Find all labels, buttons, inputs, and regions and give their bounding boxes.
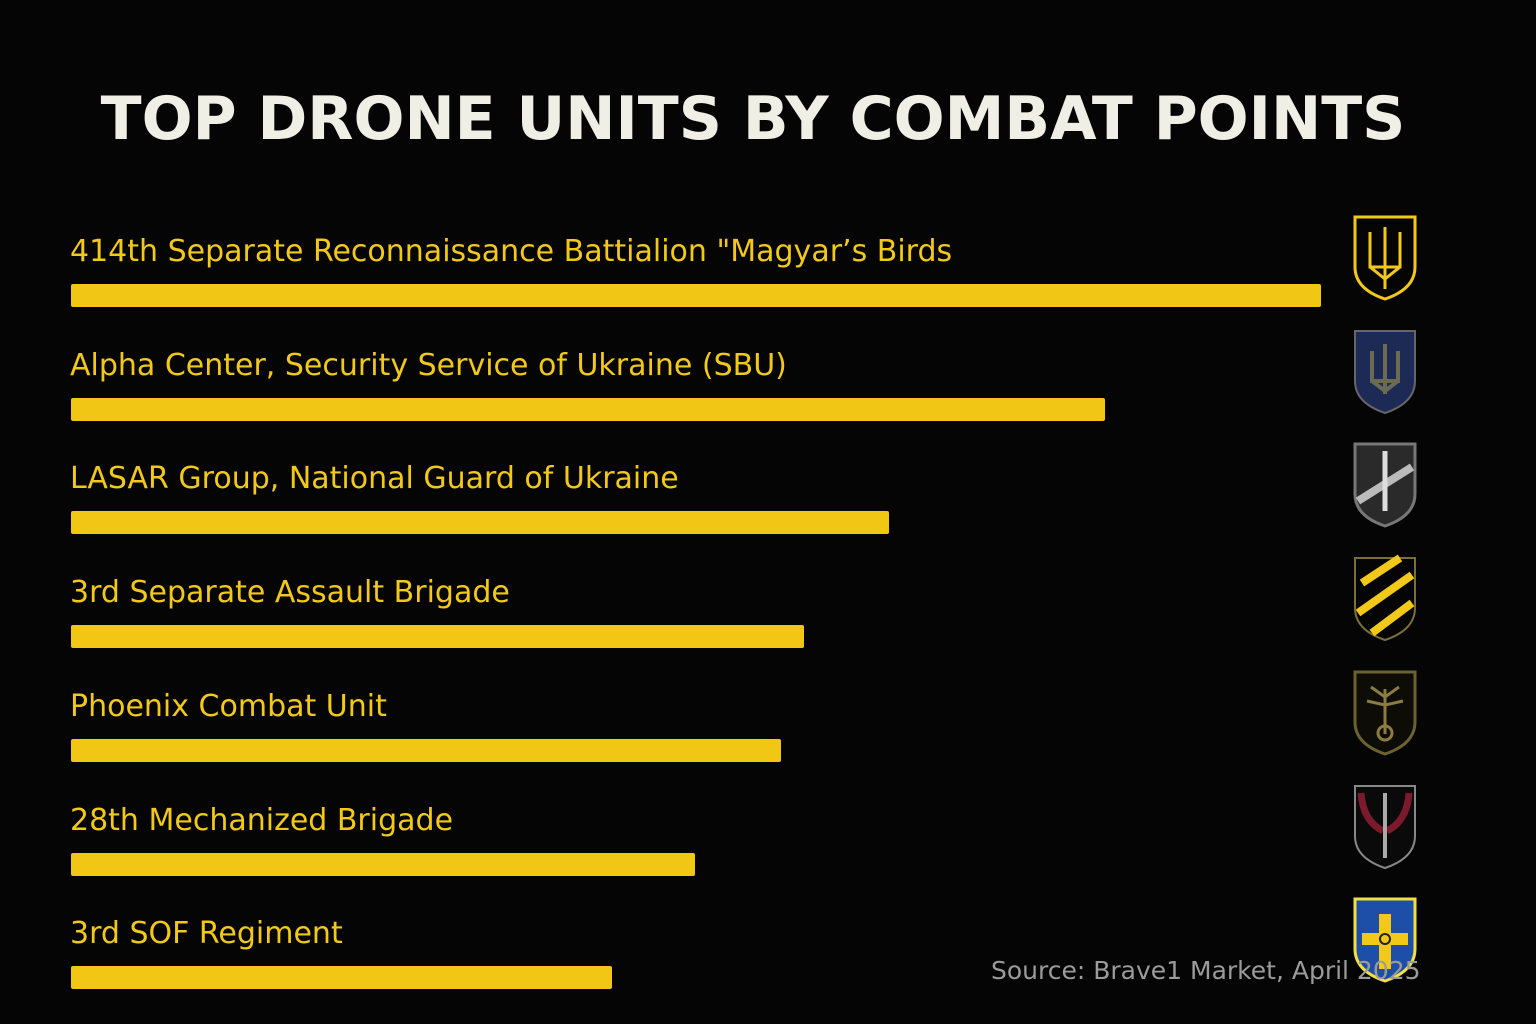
cross-shield-icon	[1353, 897, 1417, 983]
bar	[71, 852, 695, 876]
bar	[71, 625, 804, 649]
trident-shield-icon	[1353, 215, 1417, 301]
chart-title: TOP DRONE UNITS BY COMBAT POINTS	[100, 84, 1406, 154]
bar-row: 414th Separate Reconnaissance Battialion…	[0, 215, 1536, 344]
lasar-shield-icon	[1353, 442, 1417, 528]
phoenix-tree-shield-icon	[1353, 670, 1417, 756]
source-note: Source: Brave1 Market, April 2025	[991, 956, 1421, 985]
bar-label: 28th Mechanized Brigade	[70, 802, 454, 838]
bar	[71, 397, 1105, 421]
bar-row: Alpha Center, Security Service of Ukrain…	[0, 329, 1536, 458]
striped-shield-icon	[1354, 554, 1416, 642]
bar-label: 3rd SOF Regiment	[70, 916, 343, 952]
bar-label: Alpha Center, Security Service of Ukrain…	[70, 347, 787, 383]
sbu-shield-icon	[1354, 329, 1416, 414]
bar-label: LASAR Group, National Guard of Ukraine	[70, 461, 679, 497]
bar-label: 414th Separate Reconnaissance Battialion…	[70, 234, 953, 269]
bar	[71, 284, 1321, 307]
bar-label: Phoenix Combat Unit	[70, 688, 387, 724]
bar	[71, 738, 781, 762]
bar-row: 3rd Separate Assault Brigade	[0, 554, 1536, 685]
bar-row: LASAR Group, National Guard of Ukraine	[0, 442, 1536, 571]
winged-sword-shield-icon	[1354, 784, 1416, 869]
bar-label: 3rd Separate Assault Brigade	[70, 575, 510, 611]
bar-row: Phoenix Combat Unit	[0, 670, 1536, 799]
bar-row: 28th Mechanized Brigade	[0, 784, 1536, 913]
bar-row: 3rd SOF Regiment	[0, 897, 1536, 1024]
bar	[71, 966, 613, 990]
bar	[71, 511, 889, 535]
